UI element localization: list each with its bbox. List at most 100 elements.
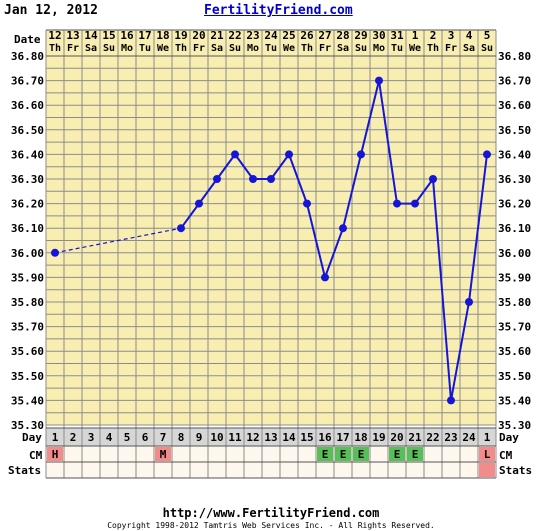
cycle-day-label: 23 [444, 431, 457, 444]
cm-cell-fill [479, 447, 495, 461]
cycle-day-label: 17 [336, 431, 349, 444]
cycle-day-label: 14 [282, 431, 296, 444]
weekday-label: Tu [265, 43, 277, 54]
temperature-point [267, 175, 275, 183]
y-tick-left: 36.80 [11, 50, 44, 63]
date-label: 21 [210, 29, 224, 42]
temperature-point [375, 76, 383, 85]
temperature-segment [216, 153, 236, 180]
y-tick-left: 35.50 [11, 370, 44, 383]
temperature-point [393, 199, 401, 208]
weekday-label: Sa [463, 43, 475, 54]
y-tick-right: 36.40 [498, 148, 531, 161]
cycle-day-label: 18 [354, 431, 367, 444]
cm-code: L [484, 448, 491, 461]
y-tick-right: 36.70 [498, 75, 531, 88]
date-label: 27 [318, 29, 331, 42]
y-tick-left: 35.90 [11, 271, 44, 284]
temperature-point [321, 273, 329, 282]
cm-code: E [358, 448, 365, 461]
y-tick-right: 36.80 [498, 50, 531, 63]
temperature-segment [468, 154, 488, 303]
cm-code: E [394, 448, 401, 461]
date-label: 15 [102, 29, 115, 42]
weekday-label: Mo [373, 43, 385, 54]
date-label: 13 [66, 29, 79, 42]
temperature-point [303, 199, 311, 208]
temperature-point [231, 150, 239, 159]
weekday-label: Fr [67, 43, 79, 54]
brand-link[interactable]: FertilityFriend.com [204, 3, 353, 18]
y-tick-left: 36.00 [11, 247, 44, 260]
date-label: 23 [246, 29, 259, 42]
cm-cell-fill [407, 447, 423, 461]
cycle-day-label: 1 [52, 431, 59, 444]
y-tick-left: 36.30 [11, 173, 44, 186]
date-label: 2 [430, 29, 437, 42]
cm-code: E [322, 448, 329, 461]
temperature-point [357, 150, 365, 159]
y-tick-left: 35.70 [11, 321, 44, 334]
weekday-label: Fr [319, 43, 331, 54]
y-tick-right: 36.50 [498, 124, 531, 137]
y-tick-right: 36.10 [498, 222, 531, 235]
date-label: 24 [264, 29, 278, 42]
chart-date: Jan 12, 2012 [4, 3, 98, 18]
weekday-label: Th [49, 43, 61, 54]
y-tick-left: 35.30 [11, 419, 44, 432]
cycle-day-label: 24 [462, 431, 476, 444]
temperature-point [465, 298, 473, 306]
cm-cell-fill [335, 447, 351, 461]
temperature-point [249, 175, 257, 183]
weekday-label: Th [427, 43, 439, 54]
date-row-label: Date [14, 33, 41, 46]
date-label: 14 [84, 29, 98, 42]
cm-cell-fill [317, 447, 333, 461]
cycle-day-label: 15 [300, 431, 313, 444]
cycle-day-label: 19 [372, 431, 385, 444]
day-row-label-right: Day [499, 431, 519, 444]
temperature-point [213, 175, 221, 183]
weekday-label: We [283, 43, 295, 54]
cycle-day-label: 2 [70, 431, 77, 444]
weekday-label: Fr [193, 43, 205, 54]
weekday-label: Th [175, 43, 187, 54]
date-label: 3 [448, 29, 455, 42]
footer-url[interactable]: http://www.FertilityFriend.com [162, 506, 380, 520]
temperature-point [339, 224, 347, 233]
weekday-label: Su [103, 43, 115, 54]
temperature-segment [54, 227, 182, 254]
y-tick-right: 35.80 [498, 296, 531, 309]
weekday-label: Sa [337, 43, 349, 54]
date-label: 19 [174, 29, 187, 42]
y-tick-left: 36.50 [11, 124, 44, 137]
date-label: 20 [192, 29, 205, 42]
temperature-segment [306, 203, 326, 278]
cm-code: H [52, 448, 59, 461]
y-tick-left: 36.70 [11, 75, 44, 88]
cycle-day-label: 20 [390, 431, 403, 444]
temperature-segment [378, 80, 398, 204]
y-tick-left: 35.80 [11, 296, 44, 309]
date-label: 5 [484, 29, 491, 42]
temperature-segment [288, 154, 308, 204]
y-tick-right: 36.20 [498, 198, 531, 211]
temperature-point [177, 224, 185, 233]
date-label: 30 [372, 29, 385, 42]
cycle-day-label: 12 [246, 431, 259, 444]
weekday-label: Mo [121, 43, 133, 54]
temperature-segment [414, 178, 434, 205]
cycle-day-label: 5 [124, 431, 131, 444]
temperature-point [483, 150, 491, 159]
date-label: 25 [282, 29, 295, 42]
date-label: 4 [466, 29, 473, 42]
cycle-day-label: 8 [178, 431, 185, 444]
y-tick-right: 36.00 [498, 247, 531, 260]
date-label: 17 [138, 29, 151, 42]
date-label: 18 [156, 29, 169, 42]
cycle-day-row: 1 2 3 4 5 6 7 8 9 10 11 12 13 14 15 16 17 18 19 20 21 22 23 24 1 [52, 431, 491, 444]
date-label: 28 [336, 29, 349, 42]
temperature-point [51, 248, 59, 257]
date-label: 12 [48, 29, 61, 42]
